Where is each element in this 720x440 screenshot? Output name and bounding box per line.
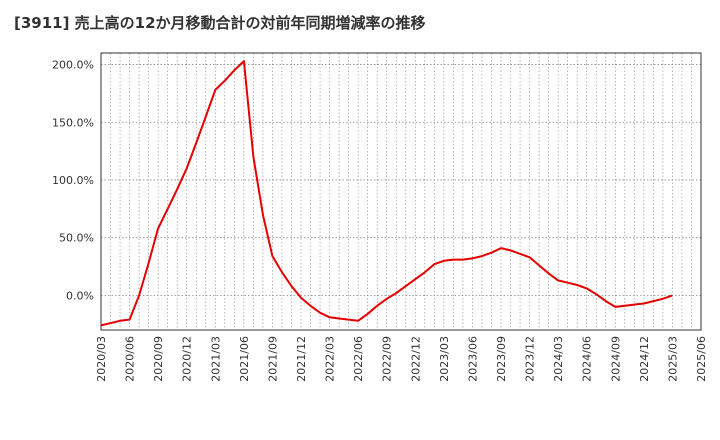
y-tick-label: 100.0%	[52, 174, 94, 187]
x-tick-label: 2021/06	[238, 336, 251, 382]
x-tick-label: 2022/12	[409, 336, 422, 382]
plot-frame	[100, 52, 702, 331]
x-tick-label: 2022/03	[324, 336, 337, 382]
x-tick-label: 2022/09	[381, 336, 394, 382]
x-tick-label: 2024/06	[581, 336, 594, 382]
x-axis-ticks: 2020/03 2020/06 2020/09 2020/12 2021/03 2021/…	[95, 336, 708, 382]
x-tick-label: 2021/12	[295, 336, 308, 382]
x-tick-label: 2021/09	[266, 336, 279, 382]
x-tick-label: 2023/06	[466, 336, 479, 382]
y-tick-label: 50.0%	[59, 232, 94, 245]
x-tick-label: 2025/06	[695, 336, 708, 382]
x-tick-label: 2025/03	[666, 336, 679, 382]
x-tick-label: 2020/12	[181, 336, 194, 382]
x-tick-label: 2020/03	[95, 336, 108, 382]
grid-lines	[101, 53, 701, 330]
x-tick-label: 2020/06	[124, 336, 137, 382]
x-tick-label: 2021/03	[209, 336, 222, 382]
x-tick-label: 2023/12	[524, 336, 537, 382]
chart-title: [3911] 売上高の12か月移動合計の対前年同期増減率の推移	[14, 14, 426, 32]
x-tick-label: 2023/03	[438, 336, 451, 382]
x-tick-label: 2023/09	[495, 336, 508, 382]
y-tick-label: 150.0%	[52, 116, 94, 129]
x-tick-label: 2024/12	[638, 336, 651, 382]
x-tick-label: 2022/06	[352, 336, 365, 382]
x-tick-label: 2024/09	[609, 336, 622, 382]
x-tick-label: 2024/03	[552, 336, 565, 382]
x-tick-label: 2020/09	[152, 336, 165, 382]
y-tick-label: 200.0%	[52, 59, 94, 72]
y-axis-ticks: 0.0% 50.0% 100.0% 150.0% 200.0%	[52, 59, 94, 303]
series-line	[100, 60, 673, 327]
y-tick-label: 0.0%	[66, 289, 94, 302]
